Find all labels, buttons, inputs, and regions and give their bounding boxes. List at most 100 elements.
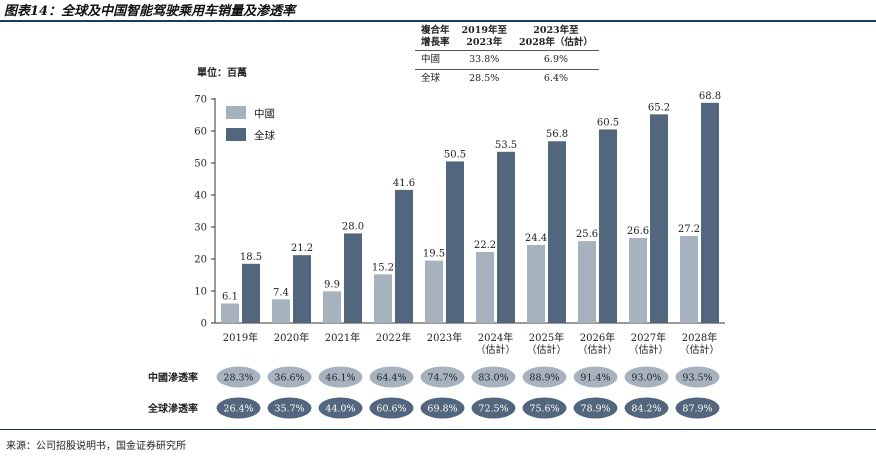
- penetration-value: 36.6%: [274, 373, 304, 384]
- penetration-value: 72.5%: [478, 404, 508, 415]
- bar-china: [425, 260, 443, 323]
- bar-china: [221, 303, 239, 323]
- penetration-value: 26.4%: [223, 404, 253, 415]
- legend-swatch-china: [226, 106, 246, 119]
- bar-global: [548, 141, 566, 323]
- bar-global: [701, 102, 719, 323]
- bar-global: [242, 263, 260, 323]
- penetration-row-label: 全球滲透率: [147, 402, 198, 415]
- bar-china: [476, 251, 494, 323]
- penetration-value: 35.7%: [274, 404, 304, 415]
- penetration-value: 78.9%: [580, 404, 610, 415]
- data-label: 56.8: [546, 129, 568, 140]
- cagr-row-label: 全球: [421, 73, 441, 84]
- source-note: 来源：公司招股说明书，国金证券研究所: [6, 441, 186, 452]
- legend-swatch-global: [226, 128, 246, 141]
- x-tick-label: （估計）: [680, 343, 720, 356]
- penetration-oval: [624, 397, 669, 419]
- unit-label: 單位：百萬: [197, 68, 247, 79]
- x-tick-label: 2026年: [580, 331, 615, 344]
- penetration-oval: [318, 397, 363, 419]
- penetration-value: 64.4%: [376, 373, 406, 384]
- legend-label: 中國: [254, 107, 275, 120]
- y-tick-label: 50: [194, 159, 207, 170]
- bar-global: [395, 189, 413, 323]
- penetration-oval: [369, 366, 414, 388]
- penetration-oval: [369, 397, 414, 419]
- x-tick-label: （估計）: [629, 343, 669, 356]
- penetration-value: 74.7%: [427, 373, 457, 384]
- cagr-header-2023-2028: 2023年至 2028年（估計）: [512, 24, 599, 51]
- y-tick-label: 0: [201, 319, 207, 330]
- penetration-value: 69.8%: [427, 404, 457, 415]
- bar-global: [497, 151, 515, 323]
- y-tick-label: 40: [194, 191, 207, 202]
- cagr-header-2019-2023: 2019年至 2023年: [455, 24, 513, 51]
- bar-china: [680, 235, 698, 323]
- bar-china: [629, 237, 647, 323]
- data-label: 22.2: [474, 240, 496, 251]
- penetration-oval: [624, 366, 669, 388]
- cagr-value: 28.5%: [469, 73, 500, 84]
- x-tick-label: 2023年: [427, 331, 462, 344]
- data-label: 9.9: [324, 279, 340, 290]
- penetration-oval: [675, 397, 720, 419]
- penetration-oval: [318, 366, 363, 388]
- data-label: 26.6: [627, 226, 649, 237]
- x-tick-label: （估計）: [527, 343, 567, 356]
- cagr-table: 複合年 增長率 2019年至 2023年 2023年至 2028年（估計） 中國…: [415, 24, 599, 88]
- data-label: 50.5: [444, 149, 466, 160]
- data-label: 18.5: [240, 252, 262, 263]
- bar-china: [272, 299, 290, 323]
- y-tick-label: 60: [194, 127, 207, 138]
- cagr-value: 6.9%: [512, 50, 599, 70]
- bar-china: [578, 241, 596, 323]
- penetration-oval: [216, 366, 261, 388]
- data-label: 15.2: [372, 262, 394, 273]
- data-label: 53.5: [495, 140, 517, 151]
- bar-global: [446, 161, 464, 323]
- penetration-oval: [675, 366, 720, 388]
- penetration-value: 93.0%: [631, 373, 661, 384]
- bar-china: [323, 291, 341, 323]
- x-tick-label: 2028年: [682, 331, 717, 344]
- x-tick-label: （估計）: [476, 343, 516, 356]
- data-label: 41.6: [393, 178, 415, 189]
- penetration-oval: [573, 397, 618, 419]
- penetration-oval: [573, 366, 618, 388]
- penetration-value: 75.6%: [529, 404, 559, 415]
- penetration-oval: [216, 397, 261, 419]
- penetration-row-label: 中國滲透率: [148, 371, 198, 384]
- bar-global: [650, 114, 668, 323]
- data-label: 7.4: [273, 287, 289, 298]
- y-tick-label: 70: [194, 95, 207, 106]
- x-tick-label: 2021年: [325, 331, 360, 344]
- penetration-oval: [267, 366, 312, 388]
- penetration-value: 88.9%: [529, 373, 559, 384]
- data-label: 27.2: [678, 224, 700, 235]
- cagr-value: 33.8%: [455, 50, 513, 70]
- data-label: 19.5: [423, 249, 445, 260]
- y-tick-label: 20: [194, 255, 207, 266]
- bar-global: [344, 233, 362, 323]
- data-label: 28.0: [342, 221, 364, 232]
- bar-global: [599, 129, 617, 323]
- footer-rule: [0, 429, 876, 430]
- x-tick-label: （估計）: [578, 343, 618, 356]
- penetration-value: 93.5%: [682, 373, 712, 384]
- penetration-value: 91.4%: [580, 373, 610, 384]
- bar-china: [527, 244, 545, 323]
- y-tick-label: 30: [194, 223, 207, 234]
- data-label: 60.5: [597, 117, 619, 128]
- penetration-value: 84.2%: [631, 404, 661, 415]
- cagr-row-global: 全球 28.5% 6.4%: [415, 70, 599, 89]
- penetration-oval: [420, 366, 465, 388]
- cagr-row-china: 中國 33.8% 6.9%: [415, 50, 599, 70]
- penetration-oval: [522, 366, 567, 388]
- penetration-oval: [267, 397, 312, 419]
- penetration-value: 28.3%: [223, 373, 253, 384]
- x-tick-label: 2027年: [631, 331, 666, 344]
- y-tick-label: 10: [194, 287, 207, 298]
- penetration-value: 60.6%: [376, 404, 406, 415]
- legend-label: 全球: [254, 129, 275, 142]
